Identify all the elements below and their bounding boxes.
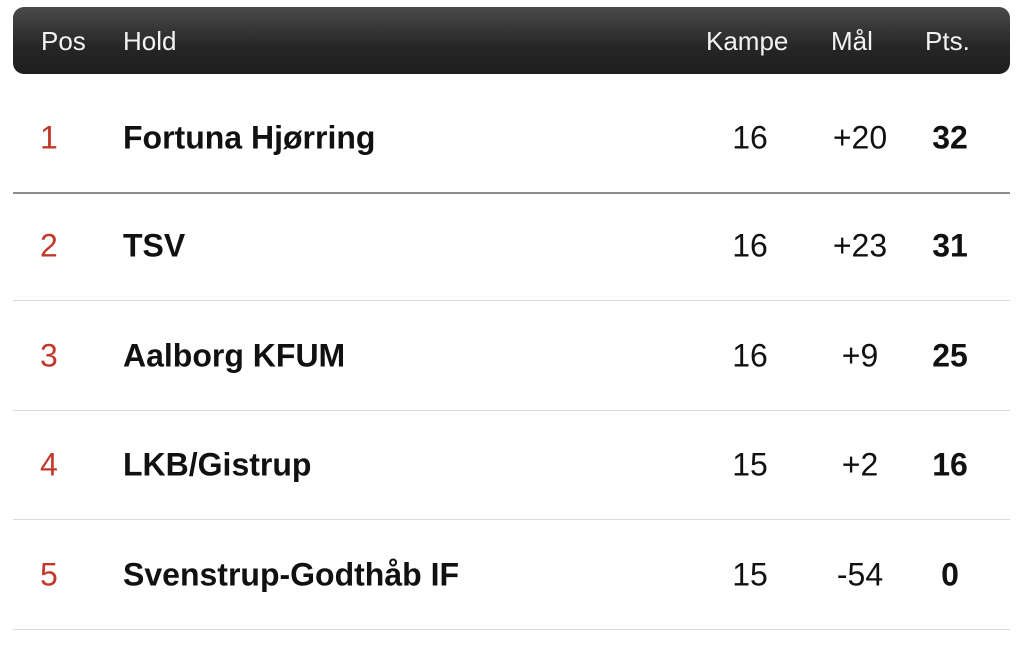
header-played: Kampe [706,26,789,56]
table-row[interactable]: 1 Fortuna Hjørring 16 +20 32 [13,84,1010,194]
header-goals: Mål [831,26,873,56]
table-row[interactable]: 5 Svenstrup-Godthåb IF 15 -54 0 [13,521,1010,630]
goal-difference: +23 [832,227,888,264]
goal-difference: +2 [841,446,879,483]
position: 1 [40,119,58,156]
team-name: Fortuna Hjørring [123,119,376,156]
points: 31 [932,227,968,264]
matches-played: 16 [732,119,768,156]
table-row[interactable]: 3 Aalborg KFUM 16 +9 25 [13,302,1010,411]
matches-played: 15 [732,556,768,593]
goal-difference: -54 [836,556,884,593]
matches-played: 15 [732,446,768,483]
points: 32 [932,119,968,156]
team-name: Aalborg KFUM [123,337,346,374]
points: 16 [932,446,968,483]
points: 25 [932,337,968,374]
position: 2 [40,227,58,264]
header-team: Hold [123,26,177,56]
matches-played: 16 [732,227,768,264]
position: 4 [40,446,58,483]
position: 5 [40,556,58,593]
goal-difference: +9 [841,337,879,374]
header-pos: Pos [41,26,86,56]
position: 3 [40,337,58,374]
matches-played: 16 [732,337,768,374]
table-header: Pos Hold Kampe Mål Pts. [13,7,1010,74]
points: 0 [941,556,959,593]
team-name: LKB/Gistrup [123,446,312,483]
header-points: Pts. [925,26,970,56]
team-name: TSV [123,227,186,264]
goal-difference: +20 [832,119,888,156]
table-row[interactable]: 4 LKB/Gistrup 15 +2 16 [13,411,1010,520]
team-name: Svenstrup-Godthåb IF [123,556,459,593]
table-row[interactable]: 2 TSV 16 +23 31 [13,192,1010,301]
